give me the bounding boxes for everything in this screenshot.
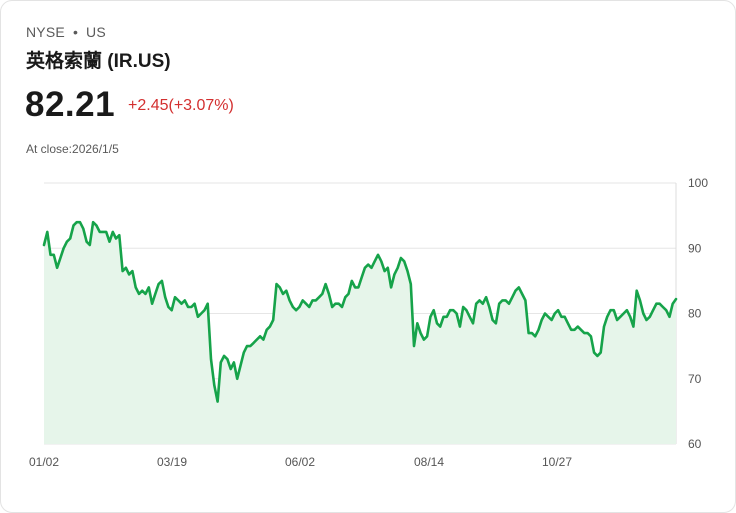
y-tick-label: 70 <box>688 372 702 386</box>
x-tick-label: 06/02 <box>285 455 315 469</box>
y-tick-label: 90 <box>688 241 702 255</box>
market-name: US <box>86 24 106 40</box>
stock-title: 英格索蘭 (IR.US) <box>26 51 171 72</box>
x-axis-ticks: 01/02 03/19 06/02 08/14 10/27 <box>29 455 572 469</box>
x-tick-label: 08/14 <box>414 455 444 469</box>
y-tick-label: 100 <box>688 176 708 190</box>
separator-dot: • <box>72 24 79 40</box>
close-label: At close: <box>26 142 73 156</box>
y-tick-label: 80 <box>688 307 702 321</box>
price-area-fill <box>44 222 676 444</box>
y-tick-label: 60 <box>688 437 702 451</box>
stock-price: 82.21 <box>25 85 116 124</box>
close-info: At close:2026/1/5 <box>26 142 119 156</box>
exchange-line: NYSE • US <box>26 24 106 40</box>
x-tick-label: 01/02 <box>29 455 59 469</box>
price-line <box>42 220 678 403</box>
x-tick-label: 10/27 <box>542 455 572 469</box>
x-tick-label: 03/19 <box>157 455 187 469</box>
price-change: +2.45(+3.07%) <box>128 97 234 114</box>
exchange-name: NYSE <box>26 24 65 40</box>
close-date: 2026/1/5 <box>72 142 119 156</box>
y-axis-ticks: 100 90 80 70 60 <box>688 176 708 451</box>
